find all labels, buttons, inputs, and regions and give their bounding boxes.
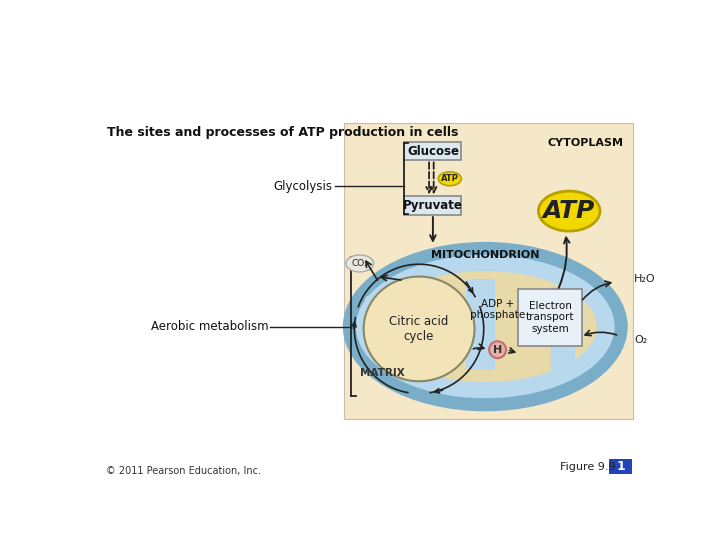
- Ellipse shape: [438, 172, 462, 186]
- Text: ADP +
phosphate: ADP + phosphate: [470, 299, 525, 320]
- Circle shape: [489, 341, 506, 358]
- Text: CYTOPLASM: CYTOPLASM: [547, 138, 623, 148]
- Ellipse shape: [343, 242, 628, 411]
- Ellipse shape: [346, 255, 374, 272]
- Text: © 2011 Pearson Education, Inc.: © 2011 Pearson Education, Inc.: [106, 467, 261, 476]
- Ellipse shape: [364, 276, 474, 381]
- Text: Glycolysis: Glycolysis: [274, 180, 333, 193]
- Ellipse shape: [374, 271, 597, 382]
- Text: O₂: O₂: [634, 335, 647, 346]
- Text: Aerobic metabolism: Aerobic metabolism: [150, 320, 268, 333]
- FancyBboxPatch shape: [551, 287, 575, 327]
- Text: MITOCHONDRION: MITOCHONDRION: [431, 250, 539, 260]
- FancyBboxPatch shape: [405, 197, 462, 215]
- Text: Electron
transport
system: Electron transport system: [526, 301, 575, 334]
- Text: MATRIX: MATRIX: [361, 368, 405, 378]
- FancyBboxPatch shape: [365, 296, 395, 356]
- FancyBboxPatch shape: [405, 142, 462, 160]
- Text: Citric acid
cycle: Citric acid cycle: [390, 315, 449, 343]
- Bar: [344, 123, 633, 419]
- FancyBboxPatch shape: [609, 459, 632, 475]
- FancyBboxPatch shape: [551, 333, 575, 374]
- Text: ATP: ATP: [543, 199, 595, 223]
- Text: 1: 1: [616, 460, 625, 473]
- FancyBboxPatch shape: [466, 279, 495, 370]
- Text: Glucose: Glucose: [407, 145, 459, 158]
- Text: The sites and processes of ATP production in cells: The sites and processes of ATP productio…: [107, 126, 459, 139]
- Text: ATP: ATP: [441, 174, 459, 183]
- Text: Figure 9.9: Figure 9.9: [560, 462, 616, 472]
- FancyBboxPatch shape: [518, 289, 582, 346]
- Text: H: H: [493, 345, 503, 355]
- Ellipse shape: [356, 255, 615, 398]
- Ellipse shape: [539, 191, 600, 231]
- Text: Pyruvate: Pyruvate: [403, 199, 463, 212]
- Text: CO₂: CO₂: [351, 259, 368, 268]
- Text: H₂O: H₂O: [634, 274, 655, 284]
